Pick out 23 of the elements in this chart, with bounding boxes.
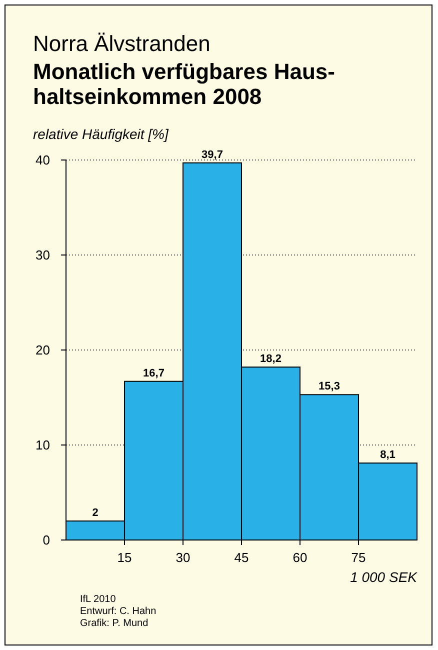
x-tick-label: 30 (176, 550, 190, 565)
x-tick-label: 75 (351, 550, 366, 565)
y-tick-label: 20 (36, 342, 50, 358)
data-label: 2 (92, 507, 98, 519)
x-tick-label: 45 (234, 550, 249, 565)
x-tick-label: 15 (117, 550, 132, 565)
y-tick-label: 10 (36, 438, 50, 453)
data-label: 8,1 (380, 449, 396, 462)
x-tick-label: 60 (292, 550, 308, 565)
data-label: 16,7 (143, 367, 164, 380)
y-tick-label: 30 (36, 248, 50, 263)
y-axis-title: relative Häufigkeit [%] (33, 126, 170, 142)
text: Grafik: P. Mund (80, 618, 148, 629)
chart-title: Norra Älvstranden (33, 31, 210, 56)
data-label: 15,3 (318, 380, 340, 393)
x-axis-title: 1 000 SEK (350, 569, 418, 585)
chart-subtitle: Monatlich verfügbares Haus- haltseinkommen 2008 (33, 59, 335, 109)
data-label: 39,7 (202, 148, 223, 161)
text: Entwurf: C. Hahn (80, 606, 156, 617)
text: IfL 2010 (80, 594, 116, 605)
y-tick-label: 0 (42, 532, 50, 548)
data-label: 18,2 (260, 353, 282, 366)
y-tick-label: 40 (36, 152, 50, 168)
